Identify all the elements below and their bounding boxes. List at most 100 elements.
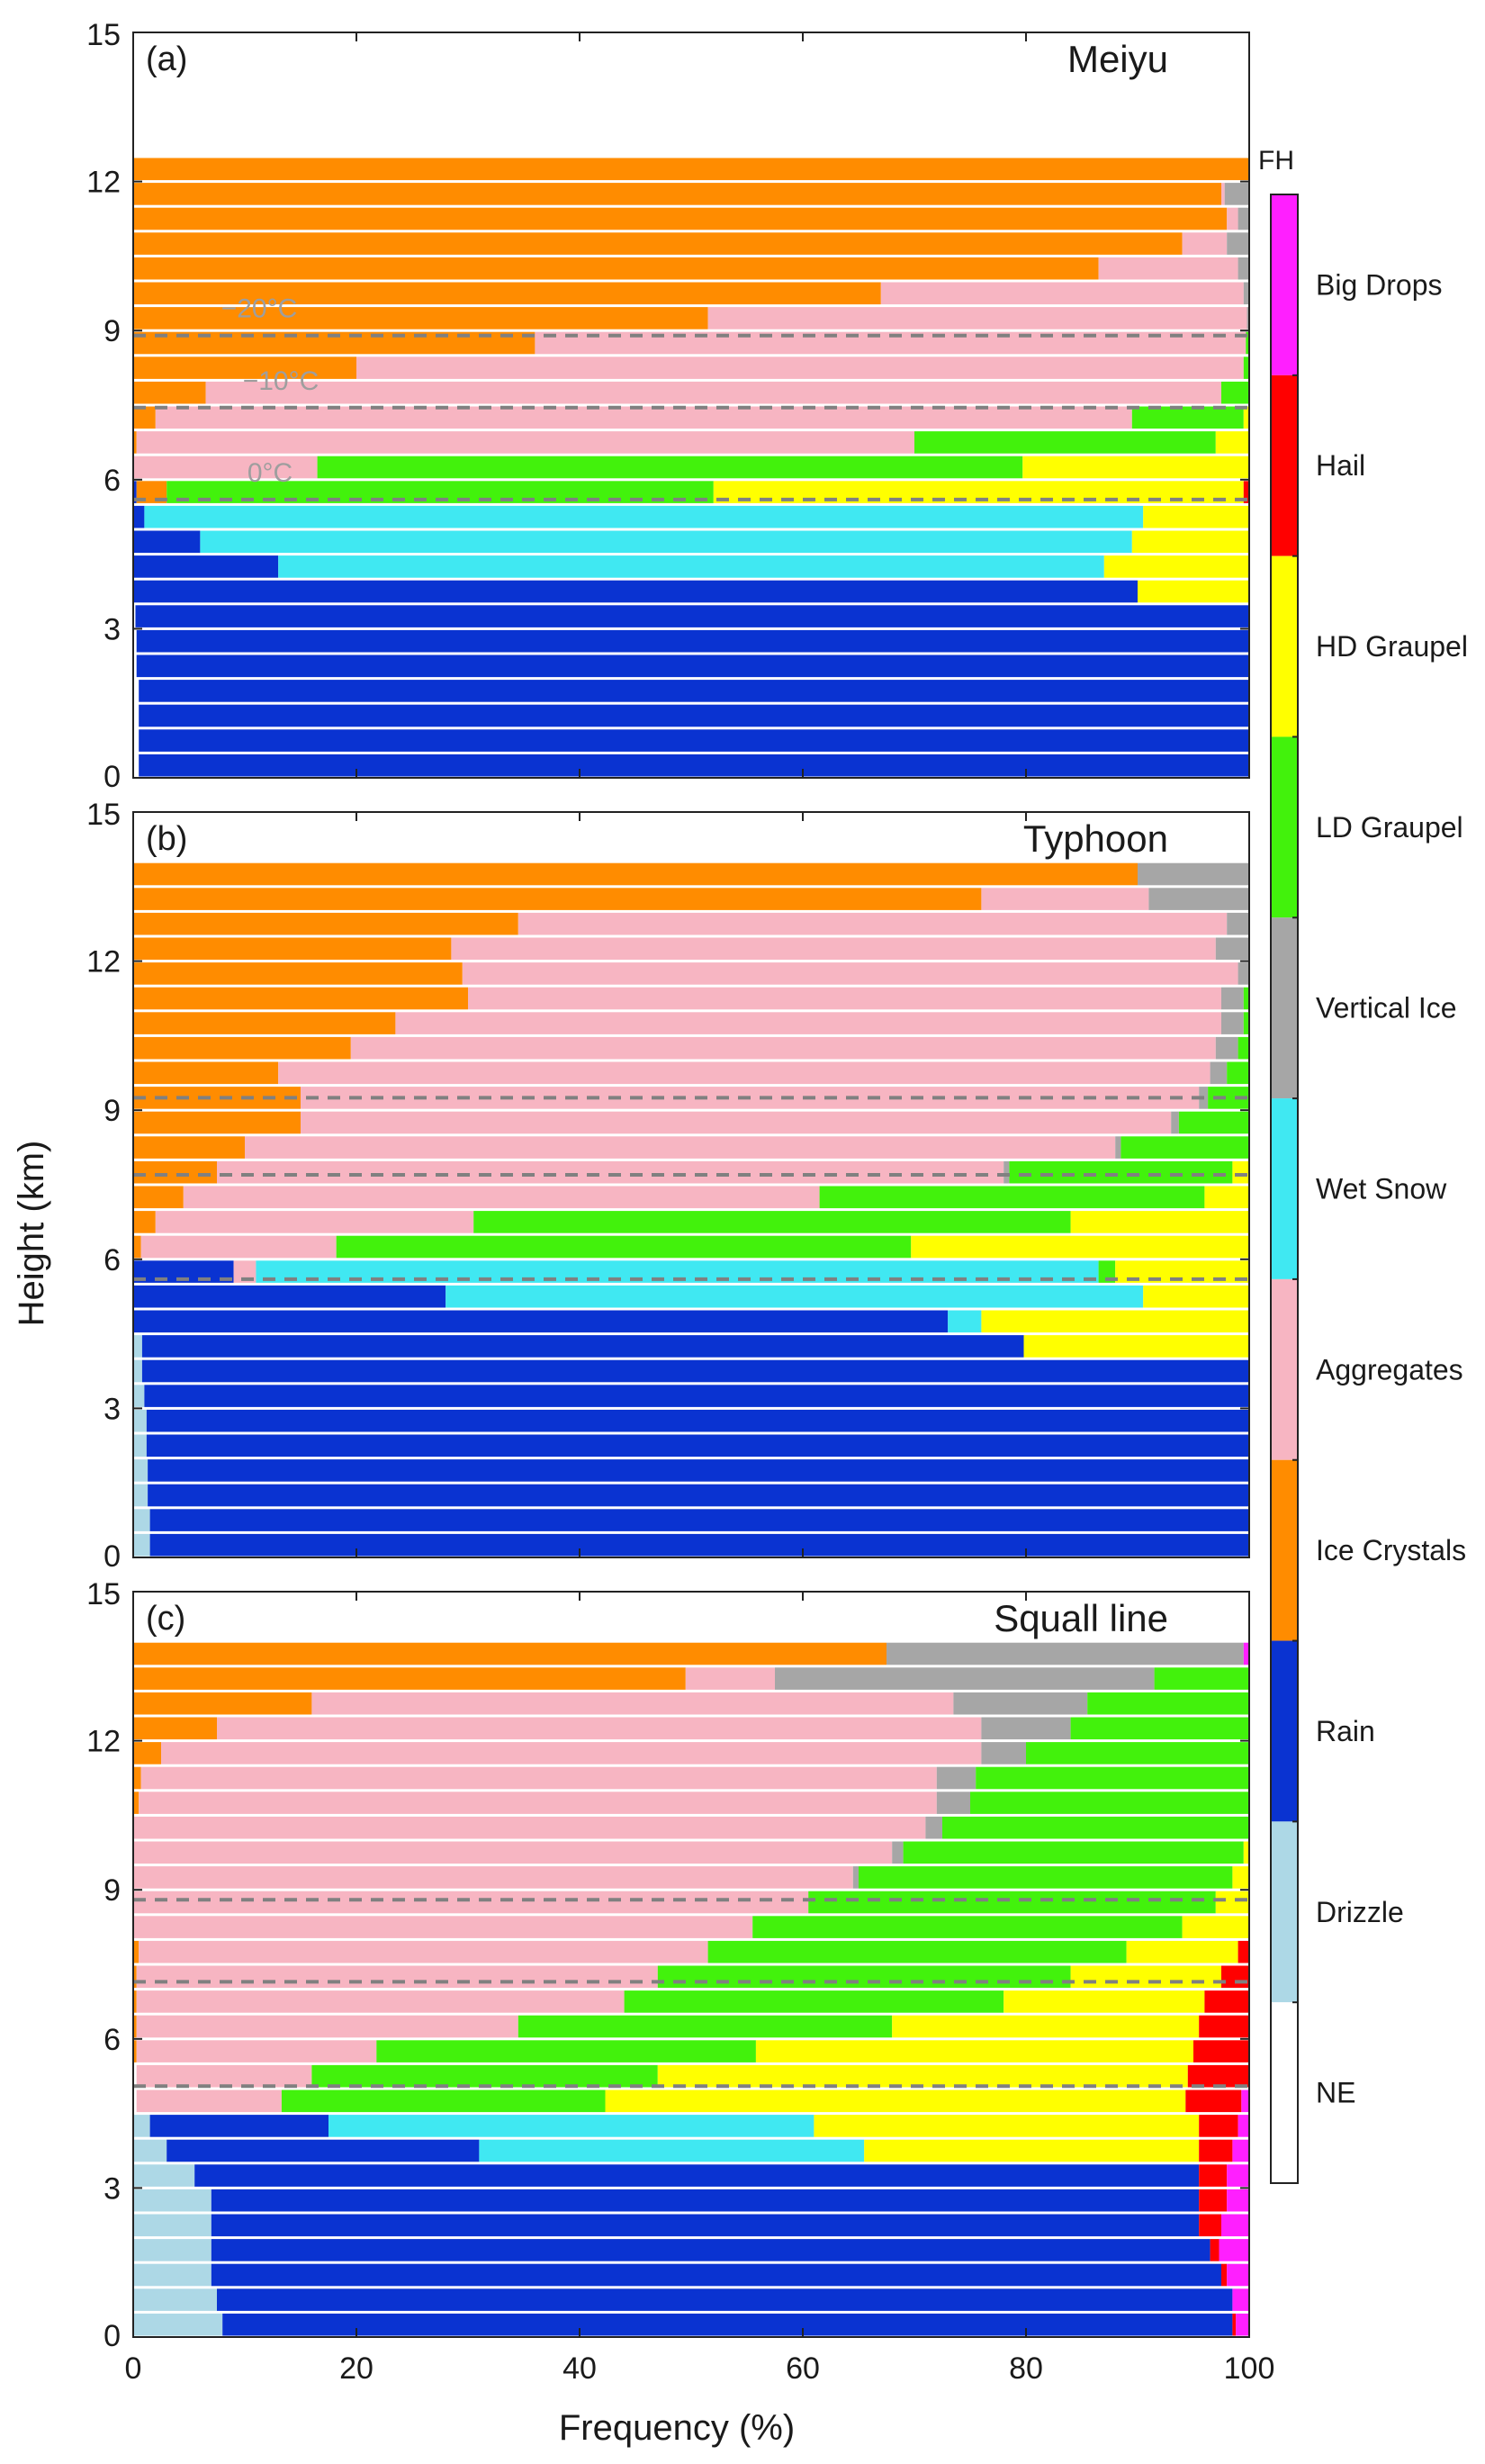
bar-vertical-ice — [1246, 307, 1249, 329]
bar-big-drops — [1236, 2313, 1249, 2336]
legend-label-vertical-ice: Vertical Ice — [1316, 992, 1457, 1024]
y-tick-label: 0 — [104, 2319, 121, 2353]
legend-swatch-vertical-ice — [1271, 917, 1298, 1099]
bar-ld-graupel — [1227, 1061, 1249, 1085]
legend-swatch-hd-graupel — [1271, 555, 1298, 737]
bar-hd-graupel — [1204, 1186, 1249, 1209]
bar-ice-crystals — [133, 1160, 217, 1184]
bar-ne — [133, 729, 140, 752]
bar-aggregates — [451, 937, 1216, 961]
y-tick-label: 12 — [86, 1725, 121, 1759]
bar-rain — [222, 2313, 1233, 2336]
bar-drizzle — [133, 1484, 148, 1507]
bar-ld-graupel — [976, 1766, 1249, 1790]
bar-vertical-ice — [1148, 888, 1249, 910]
bar-ld-graupel — [1026, 1742, 1249, 1765]
colorbar-frame — [1270, 194, 1299, 2184]
bar-hd-graupel — [1103, 555, 1249, 578]
bar-rain — [146, 1434, 1249, 1458]
bar-wet-snow — [328, 2115, 814, 2137]
bar-aggregates — [1182, 232, 1228, 255]
legend-label-drizzle: Drizzle — [1316, 1896, 1404, 1928]
bar-ice-crystals — [133, 1211, 156, 1233]
bar-hd-graupel — [1182, 1916, 1249, 1938]
bar-ld-graupel — [1070, 1717, 1249, 1740]
bar-drizzle — [133, 2288, 217, 2311]
bar-ice-crystals — [133, 183, 1221, 205]
bar-aggregates — [133, 1866, 853, 1889]
bar-vertical-ice — [1221, 1012, 1244, 1034]
bar-vertical-ice — [886, 1642, 1244, 1665]
bar-ice-crystals — [133, 282, 881, 305]
bar-hail — [1210, 2239, 1220, 2261]
bar-rain — [133, 481, 137, 503]
bar-aggregates — [278, 1061, 1210, 1085]
bar-rain — [139, 754, 1250, 777]
bar-aggregates — [136, 2089, 282, 2113]
bar-hd-graupel — [1215, 431, 1249, 454]
bar-wet-snow — [144, 505, 1144, 528]
isotherm-label: −10°C — [243, 366, 320, 396]
bar-ld-graupel — [473, 1211, 1071, 1233]
bar-ld-graupel — [1120, 1136, 1249, 1159]
bar-ice-crystals — [133, 1766, 141, 1790]
bar-ice-crystals — [133, 1667, 686, 1690]
bar-rain — [141, 1359, 1249, 1383]
colorbar-legend: Big Drops Hail HD Graupel LD Graupel Vertica… — [1258, 146, 1468, 2184]
bar-ne — [133, 629, 137, 653]
bar-aggregates — [356, 357, 1244, 379]
legend-label-rain: Rain — [1316, 1715, 1375, 1747]
bar-hail — [1243, 481, 1249, 503]
bar-vertical-ice — [1238, 257, 1249, 280]
bar-hail — [1193, 2040, 1249, 2062]
bar-ld-graupel — [1243, 987, 1249, 1010]
bar-vertical-ice — [925, 1816, 942, 1839]
bar-aggregates — [155, 406, 1132, 429]
bar-ice-crystals — [133, 406, 156, 429]
bar-hail — [1199, 2139, 1233, 2162]
bar-rain — [133, 580, 1138, 603]
bar-rain — [133, 530, 201, 554]
bar-rain — [166, 2139, 480, 2162]
bar-aggregates — [685, 1667, 775, 1690]
bar-aggregates — [462, 962, 1238, 985]
bar-hd-graupel — [981, 1310, 1249, 1333]
legend-label-ice-crystals: Ice Crystals — [1316, 1534, 1466, 1566]
bar-vertical-ice — [936, 1792, 970, 1814]
bar-big-drops — [1243, 1642, 1249, 1665]
y-tick-label: 3 — [104, 2171, 121, 2206]
bar-hail — [1204, 1990, 1249, 2013]
x-axis: 0 20 40 60 80 100 — [125, 2351, 1275, 2386]
bar-ice-crystals — [133, 987, 468, 1010]
panel-squall-line: 0 3 6 9 12 15 (c) Squall line — [86, 1577, 1250, 2353]
bar-aggregates — [136, 1965, 658, 1989]
bar-aggregates — [183, 1186, 820, 1209]
bar-big-drops — [1219, 2239, 1249, 2261]
legend-swatch-aggregates — [1271, 1278, 1298, 1460]
legend-swatch-wet-snow — [1271, 1098, 1298, 1279]
bar-ld-graupel — [942, 1816, 1249, 1839]
x-axis-label: Frequency (%) — [559, 2408, 795, 2448]
bar-hd-graupel — [1138, 580, 1249, 603]
bar-rain — [149, 1533, 1250, 1557]
bar-ld-graupel — [1098, 1260, 1116, 1283]
legend-swatch-ne — [1271, 2002, 1298, 2183]
bar-ld-graupel — [970, 1792, 1249, 1814]
bar-aggregates — [395, 1012, 1221, 1034]
bar-ld-graupel — [808, 1891, 1216, 1914]
bar-big-drops — [1221, 2214, 1249, 2237]
plot-area — [133, 812, 1249, 1557]
plot-area — [133, 1592, 1249, 2337]
bar-aggregates — [205, 381, 1222, 404]
bar-hd-graupel — [1070, 1965, 1221, 1989]
bar-wet-snow — [278, 555, 1104, 578]
bar-hd-graupel — [892, 2015, 1200, 2038]
bar-ld-graupel — [903, 1841, 1244, 1864]
bar-hd-graupel — [1023, 1335, 1249, 1358]
bar-vertical-ice — [981, 1742, 1026, 1765]
bar-ld-graupel — [859, 1866, 1233, 1889]
bar-aggregates — [880, 282, 1244, 305]
bar-aggregates — [136, 2040, 377, 2062]
y-tick-label: 15 — [86, 798, 121, 832]
bar-ld-graupel — [311, 2064, 658, 2088]
